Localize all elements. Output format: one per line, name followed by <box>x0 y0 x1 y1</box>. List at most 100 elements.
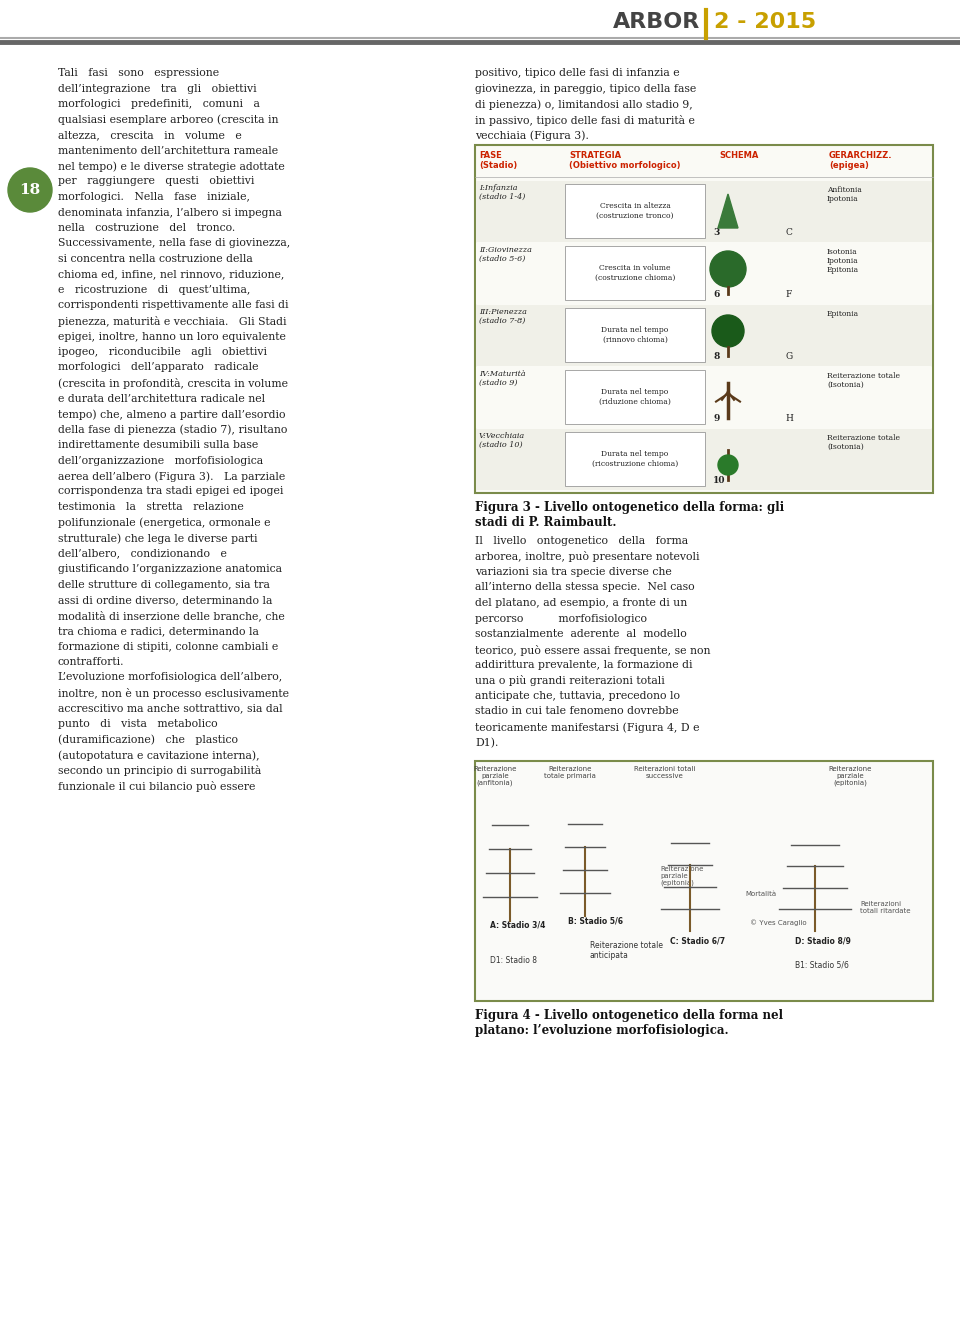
Text: Mortalità: Mortalità <box>745 890 776 897</box>
Bar <box>476 367 932 428</box>
Text: teorico, può essere assai frequente, se non: teorico, può essere assai frequente, se … <box>475 644 710 656</box>
Text: giustificando l’organizzazione anatomica: giustificando l’organizzazione anatomica <box>58 564 282 575</box>
Text: Reiterazione totale
anticipata: Reiterazione totale anticipata <box>590 941 663 960</box>
Polygon shape <box>718 195 738 228</box>
Text: punto   di   vista   metabolico: punto di vista metabolico <box>58 718 218 729</box>
Bar <box>476 429 932 491</box>
Text: polifunzionale (energetica, ormonale e: polifunzionale (energetica, ormonale e <box>58 517 271 528</box>
Text: in passivo, tipico delle fasi di maturità e: in passivo, tipico delle fasi di maturit… <box>475 115 695 125</box>
Text: Reiterazioni
totali ritardate: Reiterazioni totali ritardate <box>860 901 910 914</box>
Text: epigei, inoltre, hanno un loro equivalente: epigei, inoltre, hanno un loro equivalen… <box>58 332 286 341</box>
Text: Durata nel tempo
(ricostruzione chioma): Durata nel tempo (ricostruzione chioma) <box>592 451 678 468</box>
Bar <box>565 432 705 487</box>
Text: e   ricostruzione   di   quest’ultima,: e ricostruzione di quest’ultima, <box>58 285 251 295</box>
Text: C: Stadio 6/7: C: Stadio 6/7 <box>670 936 725 945</box>
Bar <box>565 184 705 239</box>
Text: Isotonia
Ipotonia
Epitonia: Isotonia Ipotonia Epitonia <box>827 248 859 275</box>
Text: formazione di stipiti, colonne cambiali e: formazione di stipiti, colonne cambiali … <box>58 641 278 652</box>
Text: (autopotatura e cavitazione interna),: (autopotatura e cavitazione interna), <box>58 750 259 761</box>
Text: giovinezza, in pareggio, tipico della fase: giovinezza, in pareggio, tipico della fa… <box>475 84 696 93</box>
Text: ipogeo,   riconducibile   agli   obiettivi: ipogeo, riconducibile agli obiettivi <box>58 347 267 357</box>
Text: B1: Stadio 5/6: B1: Stadio 5/6 <box>795 961 849 970</box>
Bar <box>475 145 933 493</box>
Text: delle strutture di collegamento, sia tra: delle strutture di collegamento, sia tra <box>58 580 270 589</box>
Text: una o più grandi reiterazioni totali: una o più grandi reiterazioni totali <box>475 676 664 686</box>
Circle shape <box>710 251 746 287</box>
Text: nel tempo) e le diverse strategie adottate: nel tempo) e le diverse strategie adotta… <box>58 161 285 172</box>
Text: morfologici   predefiniti,   comuni   a: morfologici predefiniti, comuni a <box>58 99 260 109</box>
Text: V:Vecchiaia
(stadio 10): V:Vecchiaia (stadio 10) <box>479 432 525 449</box>
Text: L’evoluzione morfofisiologica dell’albero,: L’evoluzione morfofisiologica dell’alber… <box>58 673 282 682</box>
Text: 3: 3 <box>713 228 719 237</box>
Text: assi di ordine diverso, determinando la: assi di ordine diverso, determinando la <box>58 595 273 605</box>
Text: positivo, tipico delle fasi di infanzia e: positivo, tipico delle fasi di infanzia … <box>475 68 680 79</box>
Text: per   raggiungere   questi   obiettivi: per raggiungere questi obiettivi <box>58 176 254 187</box>
Circle shape <box>718 455 738 475</box>
Text: D1: Stadio 8: D1: Stadio 8 <box>490 956 537 965</box>
Text: dell’organizzazione   morfofisiologica: dell’organizzazione morfofisiologica <box>58 456 263 465</box>
Text: 18: 18 <box>19 183 40 197</box>
Text: morfologici.   Nella   fase   iniziale,: morfologici. Nella fase iniziale, <box>58 192 250 203</box>
Text: corrispondenti rispettivamente alle fasi di: corrispondenti rispettivamente alle fasi… <box>58 300 289 311</box>
Text: 9: 9 <box>713 415 719 423</box>
Text: D: Stadio 8/9: D: Stadio 8/9 <box>795 936 851 945</box>
Text: Reiterazione
parziale
(anfitonia): Reiterazione parziale (anfitonia) <box>473 766 516 786</box>
Bar <box>476 305 932 367</box>
Text: © Yves Caraglio: © Yves Caraglio <box>750 918 806 925</box>
Text: del platano, ad esempio, a fronte di un: del platano, ad esempio, a fronte di un <box>475 599 687 608</box>
Text: all’interno della stessa specie.  Nel caso: all’interno della stessa specie. Nel cas… <box>475 583 695 592</box>
Text: Reiterazioni totali
successive: Reiterazioni totali successive <box>635 766 696 778</box>
Text: accrescitivo ma anche sottrattivo, sia dal: accrescitivo ma anche sottrattivo, sia d… <box>58 704 282 713</box>
Text: II:Giovinezza
(stadio 5-6): II:Giovinezza (stadio 5-6) <box>479 247 532 263</box>
Text: H: H <box>785 415 793 423</box>
Text: 2 - 2015: 2 - 2015 <box>714 12 816 32</box>
Text: tempo) che, almeno a partire dall’esordio: tempo) che, almeno a partire dall’esordi… <box>58 409 285 420</box>
Text: 10: 10 <box>713 476 726 485</box>
Text: Reiterazione
totale primaria: Reiterazione totale primaria <box>544 766 596 778</box>
Text: dell’albero,   condizionando   e: dell’albero, condizionando e <box>58 548 227 559</box>
Text: qualsiasi esemplare arboreo (crescita in: qualsiasi esemplare arboreo (crescita in <box>58 115 278 125</box>
Text: 8: 8 <box>713 352 719 361</box>
Text: tra chioma e radici, determinando la: tra chioma e radici, determinando la <box>58 627 259 636</box>
Text: III:Pienezza
(stadio 7-8): III:Pienezza (stadio 7-8) <box>479 308 527 325</box>
Text: B: Stadio 5/6: B: Stadio 5/6 <box>568 916 623 925</box>
Text: GERARCHIZZ.
(epigea): GERARCHIZZ. (epigea) <box>829 151 893 171</box>
Text: Crescita in altezza
(costruzione tronco): Crescita in altezza (costruzione tronco) <box>596 203 674 220</box>
Text: si concentra nella costruzione della: si concentra nella costruzione della <box>58 255 252 264</box>
Text: SCHEMA: SCHEMA <box>719 151 758 160</box>
Text: sostanzialmente  aderente  al  modello: sostanzialmente aderente al modello <box>475 629 686 639</box>
Text: variazioni sia tra specie diverse che: variazioni sia tra specie diverse che <box>475 567 672 577</box>
Bar <box>565 371 705 424</box>
Text: Reiterazione totale
(Isotonia): Reiterazione totale (Isotonia) <box>827 435 900 451</box>
Text: teoricamente manifestarsi (Figura 4, D e: teoricamente manifestarsi (Figura 4, D e <box>475 722 700 733</box>
Text: contrafforti.: contrafforti. <box>58 657 125 666</box>
Bar <box>565 247 705 300</box>
Text: mantenimento dell’architettura rameale: mantenimento dell’architettura rameale <box>58 145 278 156</box>
Text: testimonia   la   stretta   relazione: testimonia la stretta relazione <box>58 503 244 512</box>
Text: corrispondenza tra stadi epigei ed ipogei: corrispondenza tra stadi epigei ed ipoge… <box>58 487 283 496</box>
Text: chioma ed, infine, nel rinnovo, riduzione,: chioma ed, infine, nel rinnovo, riduzion… <box>58 269 284 280</box>
Bar <box>476 181 932 243</box>
Bar <box>475 761 933 1001</box>
Text: (crescita in profondità, crescita in volume: (crescita in profondità, crescita in vol… <box>58 379 288 389</box>
Text: 6: 6 <box>713 291 719 299</box>
Text: G: G <box>785 352 792 361</box>
Text: I:Infanzia
(stadio 1-4): I:Infanzia (stadio 1-4) <box>479 184 525 201</box>
Text: Reiterazione totale
(Isotonia): Reiterazione totale (Isotonia) <box>827 372 900 389</box>
Text: Anfitonia
Ipotonia: Anfitonia Ipotonia <box>827 187 862 203</box>
Text: arborea, inoltre, può presentare notevoli: arborea, inoltre, può presentare notevol… <box>475 552 700 563</box>
Text: Figura 4 - Livello ontogenetico della forma nel
platano: l’evoluzione morfofisio: Figura 4 - Livello ontogenetico della fo… <box>475 1009 783 1037</box>
Text: C: C <box>785 228 792 237</box>
Text: STRATEGIA
(Obiettivo morfologico): STRATEGIA (Obiettivo morfologico) <box>569 151 681 171</box>
Text: nella   costruzione   del   tronco.: nella costruzione del tronco. <box>58 223 235 233</box>
Text: percorso          morfofisiologico: percorso morfofisiologico <box>475 613 647 624</box>
Text: morfologici   dell’apparato   radicale: morfologici dell’apparato radicale <box>58 363 258 372</box>
Text: F: F <box>785 291 791 299</box>
Text: Reiterazione
parziale
(epitonia): Reiterazione parziale (epitonia) <box>828 766 872 786</box>
Text: Durata nel tempo
(rinnovo chioma): Durata nel tempo (rinnovo chioma) <box>601 327 668 344</box>
Text: indirettamente desumibili sulla base: indirettamente desumibili sulla base <box>58 440 258 451</box>
Text: Reiterazione
parziale
(epitonia): Reiterazione parziale (epitonia) <box>660 866 704 886</box>
Text: FASE
(Stadio): FASE (Stadio) <box>479 151 517 171</box>
Text: pienezza, maturità e vecchiaia.   Gli Stadi: pienezza, maturità e vecchiaia. Gli Stad… <box>58 316 286 327</box>
Text: anticipate che, tuttavia, precedono lo: anticipate che, tuttavia, precedono lo <box>475 690 680 701</box>
